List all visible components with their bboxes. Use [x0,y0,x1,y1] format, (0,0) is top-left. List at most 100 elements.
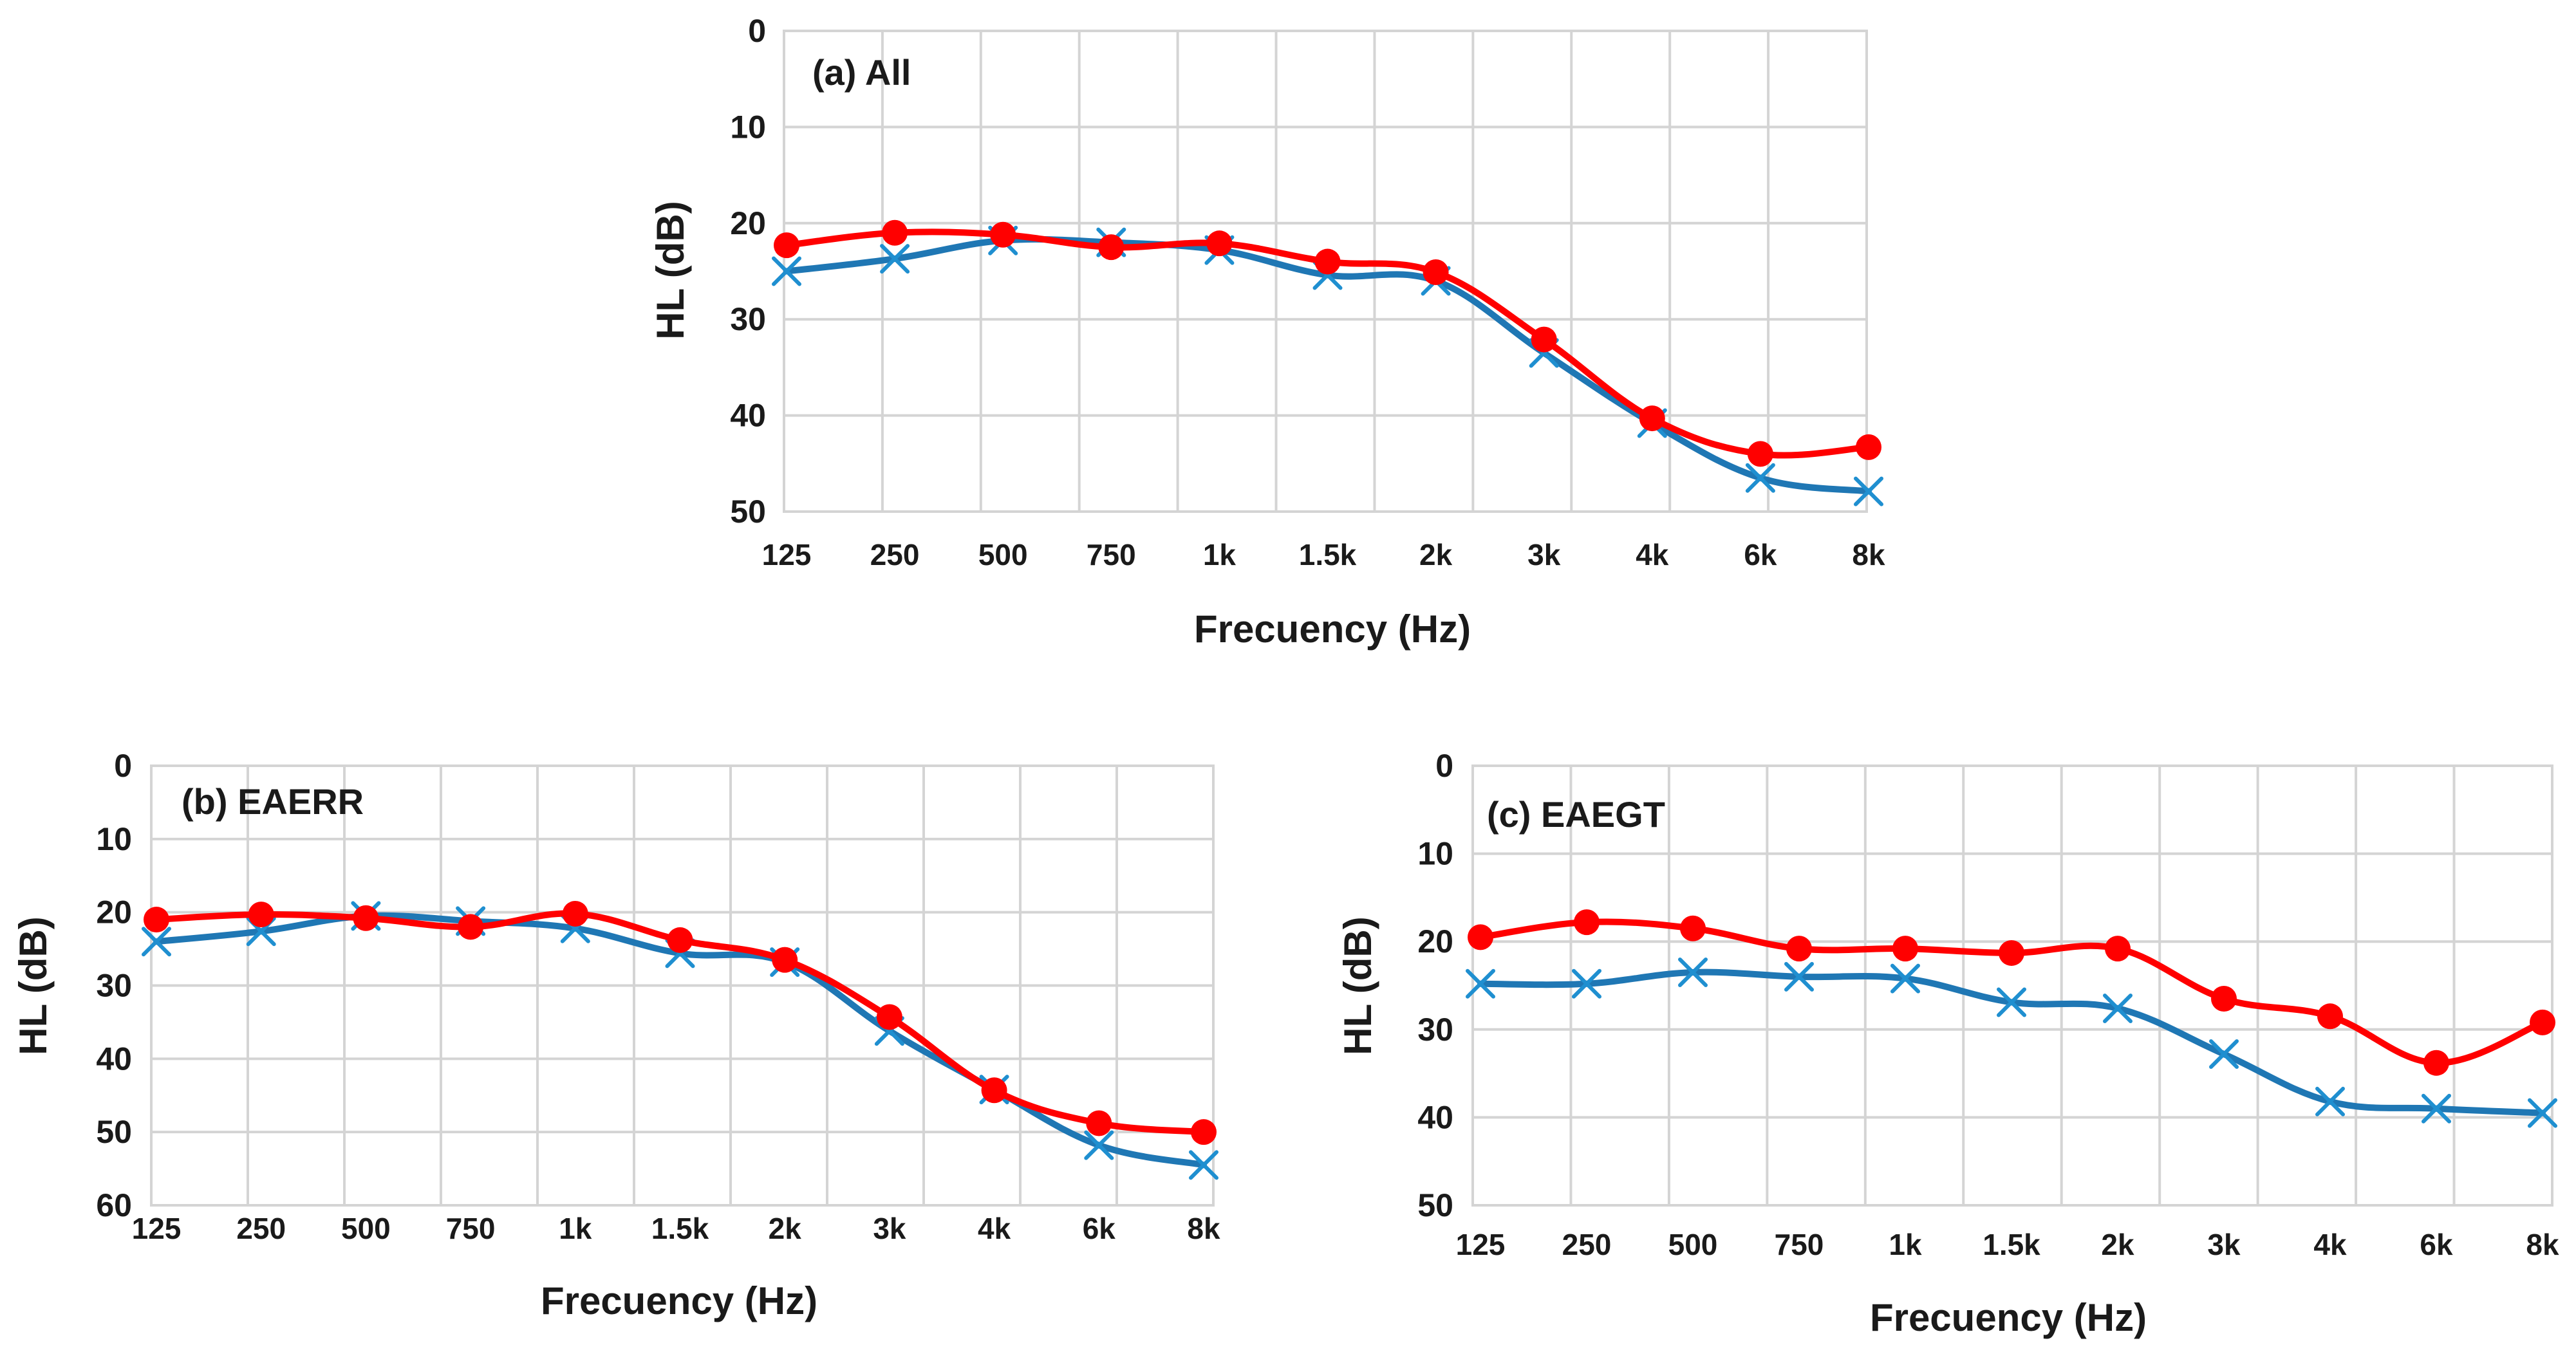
y-tick-label: 50 [730,494,766,530]
data-point-red [981,1077,1007,1104]
y-tick-label: 40 [96,1041,132,1077]
data-point-blue [2528,1098,2557,1128]
panel-label: (c) EAEGT [1487,794,1665,835]
data-point-blue [1745,463,1775,493]
x-tick-label: 1.5k [651,1212,709,1245]
x-tick-label: 125 [1456,1228,1506,1261]
panel-label: (b) EAERR [182,781,364,822]
data-point-blue [772,256,801,286]
x-tick-label: 6k [1744,538,1777,571]
y-tick-label: 40 [730,398,766,434]
data-point-red [1892,936,1918,962]
x-tick-label: 4k [1636,538,1669,571]
data-point-red [1680,915,1706,941]
y-axis-label: HL (dB) [12,916,55,1055]
x-tick-label: 8k [2526,1228,2559,1261]
y-tick-label: 10 [1417,836,1453,872]
x-axis-label: Frecuency (Hz) [541,1279,817,1322]
x-tick-label: 250 [1562,1228,1612,1261]
x-tick-label: 6k [2420,1228,2453,1261]
data-point-red [876,1004,902,1030]
y-tick-label: 50 [1417,1187,1453,1223]
data-point-red [458,914,484,940]
x-tick-label: 1k [1203,538,1237,571]
y-tick-label: 10 [96,821,132,857]
x-tick-label: 1.5k [1983,1228,2040,1261]
data-point-blue [142,927,171,957]
data-point-red [1574,909,1600,936]
y-tick-label: 40 [1417,1099,1453,1135]
y-tick-label: 30 [1417,1012,1453,1048]
x-tick-label: 4k [2313,1228,2347,1261]
data-point-blue [1890,963,1920,994]
data-point-blue [1084,1130,1114,1160]
x-tick-label: 750 [1775,1228,1824,1261]
x-tick-label: 750 [1087,538,1136,571]
x-tick-label: 4k [978,1212,1011,1245]
data-point-blue [1784,961,1814,992]
y-tick-label: 50 [96,1114,132,1150]
data-point-red [1468,924,1493,950]
data-point-red [1999,940,2024,966]
x-tick-label: 500 [341,1212,391,1245]
y-tick-label: 0 [1435,748,1453,784]
data-point-red [1786,936,1812,962]
chart-a: 0 10 20 30 40 50 125 250 500 750 1k 1.5k 2k 3k 4k 6k 8k F… [649,13,1885,651]
data-point-red [1856,434,1881,460]
y-tick-label: 20 [730,205,766,241]
x-tick-label: 3k [2207,1228,2241,1261]
x-tick-label: 8k [1852,538,1885,571]
x-tick-label: 3k [1527,538,1561,571]
y-axis-label: HL (dB) [649,201,692,340]
x-tick-label: 500 [978,538,1028,571]
x-tick-label: 3k [873,1212,906,1245]
x-tick-label: 1.5k [1299,538,1357,571]
y-tick-label: 0 [114,748,132,784]
y-tick-label: 60 [96,1187,132,1223]
y-axis-label: HL (dB) [1336,916,1379,1055]
data-point-red [2530,1009,2555,1035]
data-point-blue [2103,994,2133,1024]
x-tick-label: 2k [2101,1228,2134,1261]
x-tick-label: 250 [236,1212,286,1245]
data-point-red [1639,405,1665,432]
panel-label: (a) All [812,52,911,93]
y-tick-label: 20 [96,894,132,931]
data-point-red [990,221,1016,248]
x-axis-label: Frecuency (Hz) [1870,1296,2147,1339]
data-point-blue [1678,958,1708,988]
x-tick-label: 125 [132,1212,182,1245]
data-point-red [144,907,169,933]
x-tick-label: 1k [1889,1228,1922,1261]
data-point-blue [1854,476,1883,506]
x-tick-label: 125 [762,538,812,571]
data-point-red [1531,326,1557,353]
data-point-blue [2209,1039,2239,1070]
x-tick-label: 1k [559,1212,592,1245]
data-point-blue [1466,968,1495,999]
x-axis-label: Frecuency (Hz) [1194,607,1471,651]
data-point-red [772,947,798,973]
data-point-red [2423,1050,2449,1076]
data-point-red [2211,985,2237,1012]
y-tick-label: 20 [1417,923,1453,959]
data-point-blue [2315,1086,2345,1116]
x-tick-label: 500 [1668,1228,1718,1261]
data-point-red [1206,230,1233,257]
data-point-blue [1189,1150,1218,1180]
data-point-red [248,902,274,928]
series-line-blue [783,236,1872,495]
data-point-red [562,900,588,927]
data-point-red [2317,1003,2343,1030]
data-point-blue [880,244,910,274]
data-point-red [1423,259,1449,285]
data-point-red [1191,1119,1217,1145]
data-point-red [353,905,379,931]
x-tick-label: 2k [1419,538,1453,571]
y-tick-label: 30 [730,301,766,337]
data-point-red [882,219,908,246]
data-point-red [1086,1110,1112,1136]
data-point-blue [1572,968,1601,999]
data-point-red [2105,936,2131,962]
